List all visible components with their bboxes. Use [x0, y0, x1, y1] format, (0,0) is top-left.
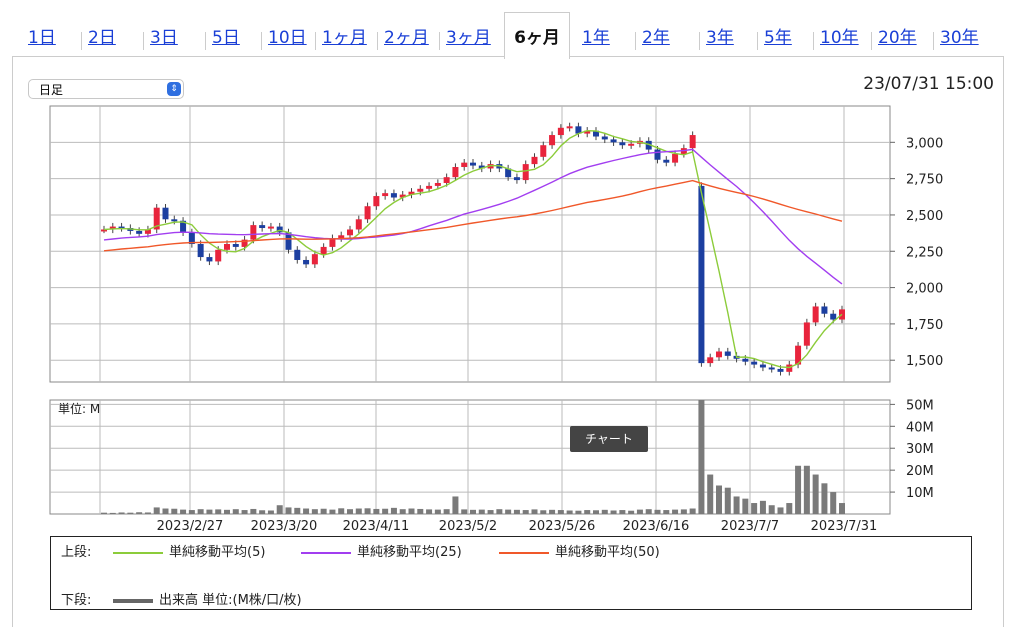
- chart-tooltip: チャート: [570, 426, 648, 452]
- legend-ma50-label: 単純移動平均(50): [555, 545, 660, 560]
- tab-8[interactable]: 3ヶ月: [446, 28, 491, 48]
- interval-select[interactable]: 日足 ⇕: [28, 79, 184, 99]
- tab-separator: [933, 32, 934, 50]
- tab-separator: [377, 32, 378, 50]
- tab-10[interactable]: 1年: [582, 28, 610, 48]
- tab-separator: [871, 32, 872, 50]
- tab-separator: [205, 32, 206, 50]
- tab-13[interactable]: 5年: [764, 28, 792, 48]
- tab-14[interactable]: 10年: [820, 28, 859, 48]
- tab-3[interactable]: 3日: [150, 28, 178, 48]
- tab-9[interactable]: 6ヶ月: [504, 12, 570, 59]
- tab-separator: [699, 32, 700, 50]
- chart-legend: 上段: 単純移動平均(5) 単純移動平均(25) 単純移動平均(50) 下段: …: [50, 536, 972, 610]
- tab-6[interactable]: 1ヶ月: [322, 28, 367, 48]
- tab-separator: [261, 32, 262, 50]
- tab-7[interactable]: 2ヶ月: [384, 28, 429, 48]
- legend-volume-swatch: [113, 598, 153, 603]
- tab-2[interactable]: 2日: [88, 28, 116, 48]
- legend-ma25: 単純移動平均(25): [301, 541, 462, 560]
- legend-ma50: 単純移動平均(50): [499, 541, 660, 560]
- tab-1[interactable]: 1日: [28, 28, 56, 48]
- tab-15[interactable]: 20年: [878, 28, 917, 48]
- legend-ma50-swatch: [499, 551, 549, 554]
- period-tabs: 1日 2日 3日 5日 10日 1ヶ月 2ヶ月 3ヶ月 6ヶ月 1年 2年 3年 5年 10年 20年 30年: [12, 12, 1002, 59]
- tab-5[interactable]: 10日: [268, 28, 307, 48]
- legend-ma5-swatch: [113, 551, 163, 554]
- tab-separator: [81, 32, 82, 50]
- legend-upper-label: 上段:: [61, 545, 92, 560]
- tab-16[interactable]: 30年: [940, 28, 979, 48]
- select-arrows-icon: ⇕: [167, 82, 181, 96]
- legend-ma25-label: 単純移動平均(25): [357, 545, 462, 560]
- tab-separator: [143, 32, 144, 50]
- tab-separator: [439, 32, 440, 50]
- legend-volume: 出来高 単位:(M株/口/枚): [113, 589, 302, 608]
- legend-lower-label: 下段:: [61, 593, 92, 608]
- legend-ma5: 単純移動平均(5): [113, 541, 265, 560]
- tab-12[interactable]: 3年: [706, 28, 734, 48]
- tab-separator: [315, 32, 316, 50]
- legend-volume-label: 出来高 単位:(M株/口/枚): [159, 593, 302, 608]
- legend-ma25-swatch: [301, 551, 351, 554]
- chart-datetime: 23/07/31 15:00: [863, 74, 994, 94]
- tab-separator: [757, 32, 758, 50]
- tab-separator: [635, 32, 636, 50]
- interval-select-value: 日足: [39, 83, 64, 97]
- legend-ma5-label: 単純移動平均(5): [169, 545, 266, 560]
- tab-11[interactable]: 2年: [642, 28, 670, 48]
- tab-4[interactable]: 5日: [212, 28, 240, 48]
- tab-separator: [813, 32, 814, 50]
